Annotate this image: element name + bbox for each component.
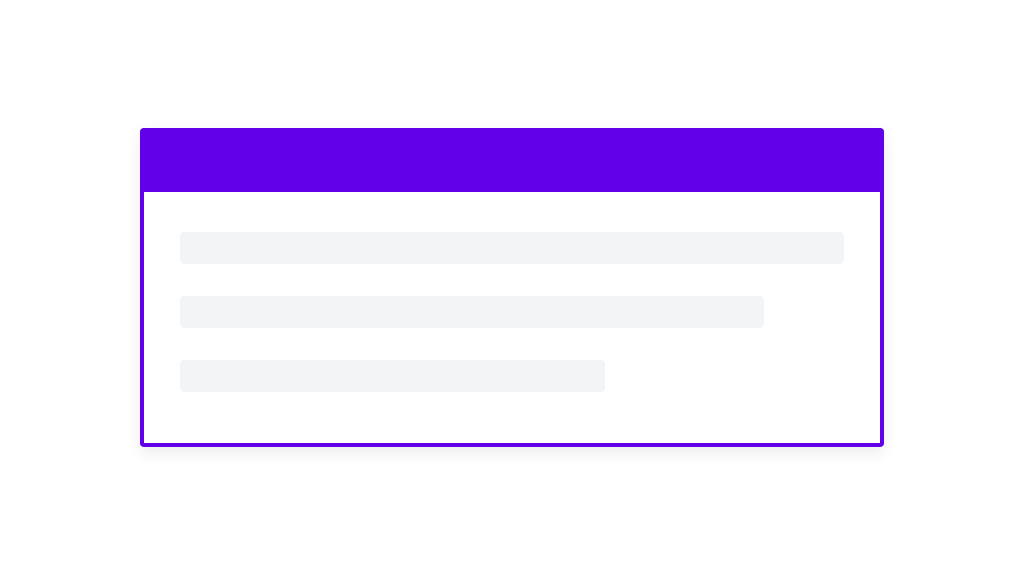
- skeleton-line: [180, 232, 844, 264]
- skeleton-line: [180, 296, 765, 328]
- card-header: [140, 128, 884, 192]
- loading-card: [140, 128, 884, 447]
- skeleton-line: [180, 360, 605, 392]
